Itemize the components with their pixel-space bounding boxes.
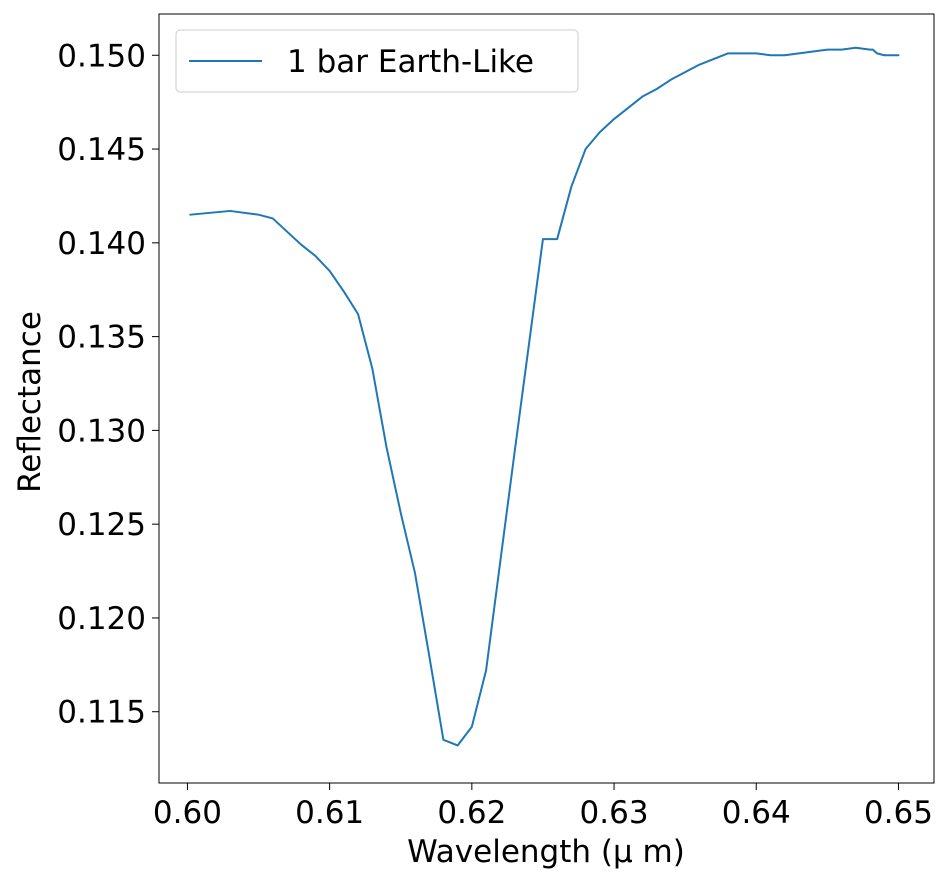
x-tick-label: 0.65 [864, 795, 933, 831]
legend-box [175, 29, 579, 93]
x-tick-label: 0.63 [580, 795, 649, 831]
x-tick-label: 0.61 [295, 795, 364, 831]
x-axis-ticks: 0.60 0.61 0.62 0.63 0.64 0.65 [153, 783, 933, 831]
y-tick-label: 0.115 [57, 695, 146, 731]
legend-label: 1 bar Earth-Like [287, 44, 534, 80]
y-tick-label: 0.140 [57, 226, 146, 262]
y-tick-label: 0.130 [57, 413, 146, 449]
y-axis-label: Reflectance [12, 311, 48, 493]
y-tick-label: 0.145 [57, 132, 146, 168]
series-line-1-bar-earth-like [189, 46, 900, 747]
y-tick-label: 0.150 [57, 38, 146, 74]
y-tick-label: 0.125 [57, 507, 146, 543]
y-tick-label: 0.135 [57, 320, 146, 356]
x-tick-label: 0.60 [153, 795, 222, 831]
plot-frame [158, 13, 935, 784]
y-axis-ticks: 0.115 0.120 0.125 0.130 0.135 0.140 0.145 0.150 [57, 38, 159, 731]
x-tick-label: 0.62 [437, 795, 506, 831]
plot-area [159, 14, 934, 783]
legend: 1 bar Earth-Like [175, 29, 579, 93]
y-tick-label: 0.120 [57, 601, 146, 637]
x-axis-label: Wavelength (μ m) [407, 834, 685, 870]
x-tick-label: 0.64 [722, 795, 791, 831]
